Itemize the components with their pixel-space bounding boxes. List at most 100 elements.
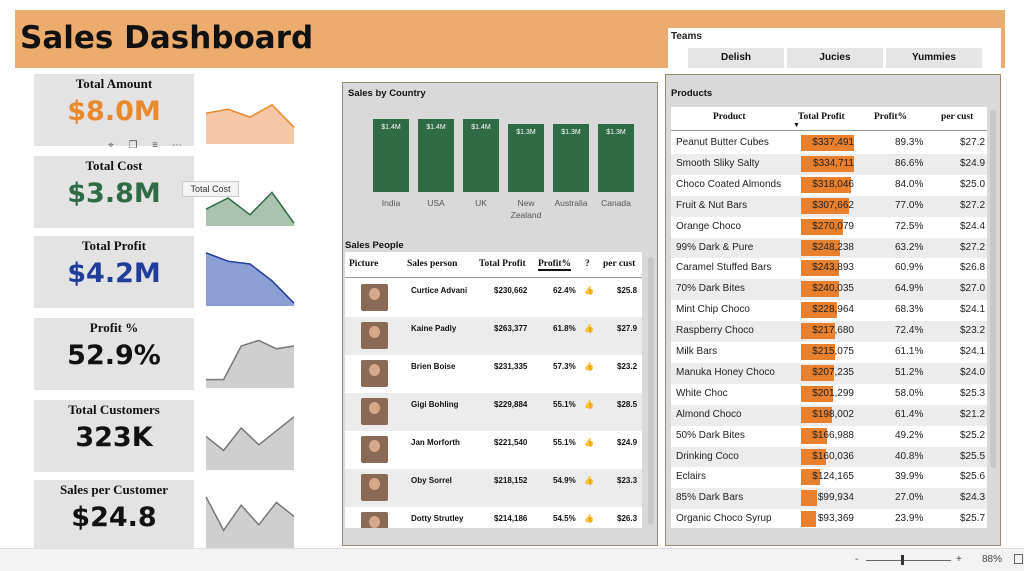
table-row[interactable]: Milk Bars $215,075 61.1% $24.1 [671, 342, 987, 363]
team-button-yummies[interactable]: Yummies [886, 48, 982, 68]
table-row[interactable]: Manuka Honey Choco $207,235 51.2% $24.0 [671, 362, 987, 384]
total-profit: $124,165 [812, 471, 854, 483]
col-total-profit[interactable]: Total Profit [798, 112, 845, 122]
total-profit: $307,662 [812, 199, 854, 211]
profit-pct: 68.3% [895, 304, 924, 316]
col-per-cust[interactable]: per cust [941, 112, 974, 122]
kpi-sparkline [206, 339, 295, 388]
table-row[interactable]: Caramel Stuffed Bars $243,893 60.9% $26.8 [671, 258, 987, 280]
products-scrollbar[interactable] [990, 110, 996, 468]
kpi-card[interactable]: Sales per Customer $24.8 [34, 480, 194, 552]
col-indicator[interactable]: ? [585, 259, 590, 269]
report-canvas: Sales Dashboard Teams Delish Jucies Yumm… [15, 10, 1005, 552]
kpi-card[interactable]: Total Customers 323K [34, 400, 194, 472]
product-name: Almond Choco [676, 408, 742, 420]
table-row[interactable]: White Choc $201,299 58.0% $25.3 [671, 383, 987, 405]
team-button-delish[interactable]: Delish [688, 48, 784, 68]
table-row[interactable]: Mint Chip Choco $228,964 68.3% $24.1 [671, 300, 987, 322]
table-row[interactable]: 70% Dark Bites $240,035 64.9% $27.0 [671, 279, 987, 301]
profit-data-bar [801, 344, 835, 360]
sales-people-scrollbar[interactable] [648, 257, 654, 525]
col-product[interactable]: Product [713, 112, 746, 122]
total-profit: $230,662 [494, 286, 528, 295]
table-row[interactable]: Brien Boise $231,335 57.3% 👍 $23.2 [345, 355, 642, 393]
per-cust: $27.2 [960, 137, 986, 148]
table-row[interactable]: Oby Sorrel $218,152 54.9% 👍 $23.3 [345, 469, 642, 507]
table-row[interactable]: Eclairs $124,165 39.9% $25.6 [671, 467, 987, 489]
col-profit-pct[interactable]: Profit% [538, 259, 572, 271]
sort-desc-icon[interactable]: ▼ [793, 121, 800, 129]
table-row[interactable]: 85% Dark Bars $99,934 27.0% $24.3 [671, 488, 987, 510]
avatar [361, 360, 388, 387]
table-row[interactable]: 99% Dark & Pure $248,238 63.2% $27.2 [671, 237, 987, 259]
sparkline-line [205, 496, 295, 532]
col-picture[interactable]: Picture [349, 259, 379, 269]
total-profit: $217,680 [812, 325, 854, 337]
table-row[interactable]: Fruit & Nut Bars $307,662 77.0% $27.2 [671, 195, 987, 217]
status-bar: - + 88% [0, 548, 1024, 571]
table-row[interactable]: Kaine Padly $263,377 61.8% 👍 $27.9 [345, 317, 642, 355]
sparkline-line [205, 191, 295, 224]
kpi-sparkline [205, 416, 295, 470]
total-profit: $221,540 [494, 438, 528, 447]
fit-page-icon[interactable] [1014, 554, 1023, 564]
copy-icon[interactable]: ❐ [128, 140, 138, 151]
zoom-slider-thumb[interactable] [901, 555, 904, 565]
per-cust: $24.9 [617, 438, 638, 447]
table-row[interactable]: Dotty Strutley $214,186 54.5% 👍 $26.3 [345, 507, 642, 528]
table-row[interactable]: Organic Choco Syrup $93,369 23.9% $25.7 [671, 509, 987, 528]
sparkline-area [206, 192, 294, 226]
pin-icon[interactable]: ⌖ [108, 140, 114, 151]
table-row[interactable]: Gigi Bohling $229,884 55.1% 👍 $28.5 [345, 393, 642, 431]
col-sales-person[interactable]: Sales person [407, 259, 458, 269]
table-header: Picture Sales person Total Profit Profit… [345, 252, 642, 278]
total-profit: $228,964 [812, 304, 854, 316]
table-header: Product Total Profit Profit% per cust ▼ [671, 107, 987, 131]
country-bar[interactable]: $1.4M [373, 119, 409, 192]
col-per-cust[interactable]: per cust [603, 259, 636, 269]
zoom-slider-track[interactable] [866, 560, 951, 561]
per-cust: $21.2 [960, 408, 986, 420]
sparkline-area [206, 104, 294, 144]
kpi-value: $24.8 [71, 502, 157, 533]
filter-icon[interactable]: ≡ [152, 140, 158, 151]
kpi-value: $3.8M [67, 178, 161, 209]
country-bar[interactable]: $1.3M [553, 124, 589, 192]
per-cust: $25.0 [960, 178, 986, 190]
table-row[interactable]: 50% Dark Bites $166,988 49.2% $25.2 [671, 425, 987, 447]
sparkline-line [205, 103, 295, 128]
col-total-profit[interactable]: Total Profit [479, 259, 526, 269]
country-bar[interactable]: $1.4M [463, 119, 499, 192]
profit-data-bar [801, 406, 832, 423]
visual-header-toolbar: ⌖ ❐ ≡ ⋯ [100, 140, 195, 154]
table-row[interactable]: Orange Choco $270,079 72.5% $24.4 [671, 216, 987, 238]
table-row[interactable]: Curtice Advani $230,662 62.4% 👍 $25.8 [345, 279, 642, 317]
team-button-jucies[interactable]: Jucies [787, 48, 883, 68]
kpi-card[interactable]: Total Cost $3.8M [34, 156, 194, 228]
table-row[interactable]: Drinking Coco $160,036 40.8% $25.5 [671, 446, 987, 468]
products-table: Product Total Profit Profit% per cust ▼ … [671, 107, 987, 528]
profit-pct: 51.2% [895, 366, 924, 378]
table-row[interactable]: Smooth Sliky Salty $334,711 86.6% $24.9 [671, 153, 987, 175]
kpi-card[interactable]: Profit % 52.9% [34, 318, 194, 390]
sales-person-name: Kaine Padly [411, 324, 457, 333]
col-profit-pct[interactable]: Profit% [874, 112, 908, 122]
table-row[interactable]: Peanut Butter Cubes $337,491 89.3% $27.2 [671, 133, 987, 154]
more-options-icon[interactable]: ⋯ [172, 140, 182, 151]
sparkline-area [206, 252, 294, 306]
table-row[interactable]: Jan Morforth $221,540 55.1% 👍 $24.9 [345, 431, 642, 469]
zoom-out-button[interactable]: - [855, 554, 859, 565]
total-profit: $243,893 [812, 262, 854, 274]
profit-pct: 64.9% [895, 283, 924, 295]
profit-data-bar [801, 385, 833, 402]
country-bar[interactable]: $1.3M [598, 124, 634, 192]
country-bar[interactable]: $1.3M [508, 124, 544, 192]
table-row[interactable]: Choco Coated Almonds $318,046 84.0% $25.0 [671, 174, 987, 196]
zoom-in-button[interactable]: + [956, 554, 962, 565]
kpi-card[interactable]: Total Profit $4.2M [34, 236, 194, 308]
country-bar[interactable]: $1.4M [418, 119, 454, 192]
table-row[interactable]: Almond Choco $198,002 61.4% $21.2 [671, 404, 987, 426]
table-row[interactable]: Raspberry Choco $217,680 72.4% $23.2 [671, 321, 987, 342]
kpi-card[interactable]: Total Amount $8.0M [34, 74, 194, 146]
per-cust: $24.1 [960, 304, 986, 316]
